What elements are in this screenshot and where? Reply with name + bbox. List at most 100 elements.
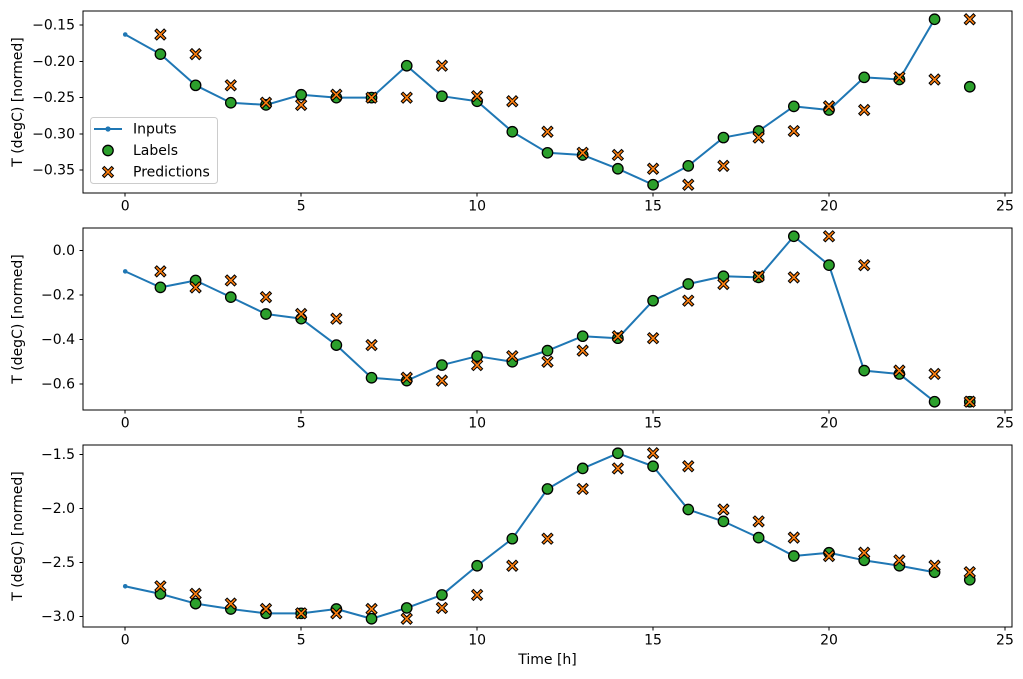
subplot-3: 0 5 10 15 20 25 −1.5 −2.0 −2.5 −3.0 T (degC) [norm… [10,444,1014,668]
prediction-marker [541,532,554,545]
label-marker [682,503,695,516]
inputs-line [124,235,936,403]
x-tick-label: 25 [996,633,1014,649]
label-marker [154,48,167,60]
prediction-marker [541,355,554,368]
y-tick-label: −2.0 [41,501,75,517]
prediction-marker [928,367,941,381]
prediction-marker [787,531,801,544]
prediction-marker [857,103,871,117]
axes-frame [82,227,1013,411]
x-tick-label: 25 [996,199,1014,215]
legend-labels-sample [102,144,114,157]
prediction-marker [330,312,343,325]
label-marker [471,350,483,363]
x-tick-label: 10 [468,416,486,432]
prediction-marker [400,612,413,625]
label-marker [752,531,765,544]
prediction-marker [928,73,941,86]
legend-box [90,117,218,184]
x-tick-label: 0 [121,416,130,432]
prediction-marker [365,91,378,104]
prediction-marker [576,482,589,496]
prediction-marker [294,98,308,112]
prediction-marker [752,270,765,283]
prediction-marker [893,71,906,84]
label-marker [717,131,730,144]
prediction-marker [224,79,238,92]
prediction-marker [611,148,625,162]
y-tick-label: −0.30 [32,126,75,142]
label-marker [541,344,554,357]
label-marker [189,79,202,92]
prediction-marker [752,131,765,144]
label-marker [787,100,800,113]
inputs-point-marker [122,583,128,589]
y-axis-label: T (degC) [normed] [10,37,26,168]
label-marker [928,13,941,26]
y-tick-label: 0.0 [53,243,75,259]
y-tick-label: −0.35 [32,163,75,179]
prediction-marker [330,607,343,620]
prediction-marker [365,602,378,616]
label-marker [647,178,659,191]
prediction-marker [294,307,308,321]
prediction-marker [857,546,871,559]
subplot-2: 0 5 10 15 20 25 0.0 −0.2 −0.4 −0.6 T (degC) [norme… [10,227,1014,432]
prediction-marker [822,549,836,563]
label-marker [506,125,519,138]
x-tick-label: 15 [644,633,662,649]
x-tick-label: 15 [644,416,662,432]
legend-label: Predictions [133,165,210,181]
y-axis-label: T (degC) [normed] [10,471,26,602]
y-tick-label: −0.25 [32,90,75,106]
label-marker [400,602,413,614]
label-marker [928,395,941,408]
x-tick-label: 10 [468,633,486,649]
prediction-marker [259,96,273,109]
prediction-marker [611,462,625,475]
label-marker [787,230,800,243]
prediction-marker [400,91,413,104]
label-marker [154,281,167,294]
prediction-marker [717,159,730,173]
label-marker [612,447,624,460]
prediction-marker [189,587,202,601]
prediction-marker [857,258,871,272]
prediction-marker [224,597,238,610]
label-marker [717,270,730,283]
prediction-marker [682,294,695,307]
prediction-marker [470,89,484,103]
label-marker [576,330,589,343]
prediction-marker [717,503,730,516]
label-marker [541,483,554,495]
axes-frame [82,444,1013,628]
prediction-marker [576,146,589,160]
prediction-marker [928,559,941,572]
prediction-marker [787,271,801,284]
x-tick-label: 5 [297,416,306,432]
prediction-marker [224,274,238,287]
x-axis-label: Time [h] [517,652,577,668]
prediction-marker [646,447,660,460]
y-tick-label: −3.0 [41,609,75,625]
inputs-line [124,18,936,186]
x-tick-label: 20 [820,416,838,432]
label-marker [365,612,378,625]
prediction-marker [154,580,167,593]
prediction-marker [717,277,730,291]
prediction-marker [787,124,801,138]
x-tick-label: 5 [297,633,306,649]
label-marker [506,532,519,545]
prediction-marker [435,59,449,72]
y-tick-label: −0.6 [41,376,75,392]
prediction-marker [294,607,308,620]
label-marker [400,59,413,72]
inputs-point-marker [122,32,128,37]
y-tick-label: −0.2 [41,288,75,304]
x-tick-label: 10 [468,199,486,215]
x-tick-label: 15 [644,199,662,215]
prediction-marker [822,230,836,243]
subplot-1: 0 5 10 15 20 25 −0.15 −0.20 −0.25 −0.30 −0.35 T (de… [10,10,1014,215]
